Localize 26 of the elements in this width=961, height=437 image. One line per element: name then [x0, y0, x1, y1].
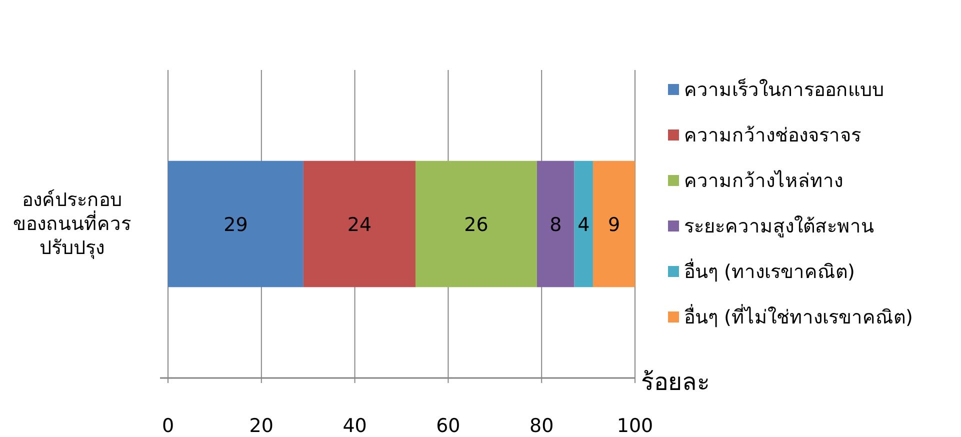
data-label: 8 — [550, 214, 562, 236]
legend-label: อื่นๆ (ที่ไม่ใช่ทางเรขาคณิต) — [684, 304, 913, 328]
bar — [592, 160, 635, 288]
data-label: 9 — [608, 214, 620, 236]
bar — [574, 160, 593, 288]
x-tick-label: 40 — [342, 415, 367, 437]
legend-label: ระยะความสูงใต้สะพาน — [684, 216, 874, 238]
x-tick-label: 0 — [162, 415, 174, 437]
data-label: 29 — [224, 214, 248, 236]
bar — [416, 160, 537, 288]
data-label: 24 — [347, 214, 372, 236]
x-tick-label: 100 — [616, 415, 654, 437]
data-label: 26 — [464, 214, 488, 236]
legend-label: อื่นๆ (ทางเรขาคณิต) — [684, 258, 855, 283]
x-axis-title: ร้อยละ — [641, 368, 710, 396]
legend-label: ความกว้างไหล่ทาง — [684, 170, 843, 192]
x-tick-label: 80 — [530, 415, 554, 437]
bar — [536, 160, 574, 288]
legend-label: ความกว้างช่องจราจร — [684, 124, 861, 146]
data-label: 4 — [578, 214, 590, 236]
legend-label: ความเร็วในการออกแบบ — [684, 77, 884, 101]
x-tick-label: 20 — [249, 415, 274, 437]
bar — [168, 160, 304, 288]
x-tick-label: 60 — [436, 415, 460, 437]
bar — [303, 160, 416, 288]
y-tick-label: องค์ประกอบของถนนที่ควรปรับปรุง — [12, 188, 132, 260]
